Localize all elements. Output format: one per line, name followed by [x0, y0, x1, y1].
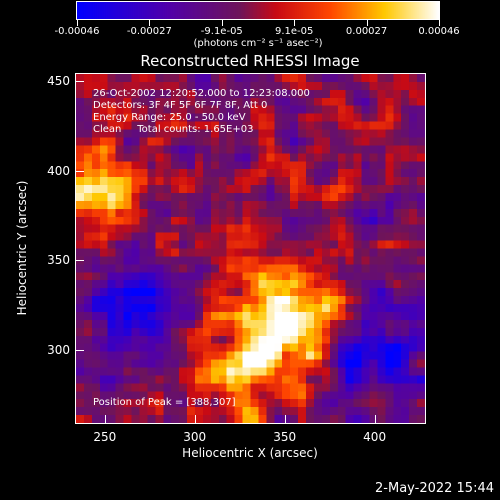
x-tick-mark	[284, 415, 286, 423]
colorbar-unit: (photons cm⁻² s⁻¹ asec⁻²)	[193, 38, 323, 49]
y-axis-label: Heliocentric Y (arcsec)	[15, 180, 29, 316]
info-clean: Clean Total counts: 1.65E+03	[93, 124, 254, 135]
y-tick-label: 450	[47, 74, 70, 89]
y-tick-mark	[76, 260, 84, 262]
heatmap-image	[76, 74, 425, 423]
colorbar-tick-label: -0.00027	[126, 26, 172, 37]
y-tick-label: 400	[47, 163, 70, 178]
x-tick-mark	[194, 415, 196, 423]
info-detectors: Detectors: 3F 4F 5F 6F 7F 8F, Att 0	[93, 100, 268, 111]
chart-title: Reconstructed RHESSI Image	[140, 52, 360, 70]
timestamp-footer: 2-May-2022 15:44	[375, 481, 494, 496]
y-tick-label: 350	[47, 253, 70, 268]
x-tick-label: 400	[363, 430, 387, 444]
colorbar-tick	[439, 20, 440, 26]
colorbar-tick	[221, 20, 223, 26]
plot-frame	[75, 73, 426, 424]
colorbar-tick-label: -9.1e-05	[200, 26, 243, 37]
colorbar-tick-label: -0.00046	[54, 26, 100, 37]
info-energy: Energy Range: 25.0 - 50.0 keV	[93, 112, 246, 123]
x-tick-mark	[104, 415, 106, 423]
x-tick-label: 250	[93, 430, 117, 444]
x-tick-label: 350	[273, 430, 297, 444]
colorbar-tick-label: 0.00046	[418, 26, 460, 37]
x-axis-label: Heliocentric X (arcsec)	[182, 446, 318, 460]
x-tick-label: 300	[183, 430, 207, 444]
colorbar-tick	[77, 20, 78, 26]
y-tick-mark	[76, 81, 84, 83]
colorbar-tick-label: 0.00027	[345, 26, 388, 37]
y-tick-label: 300	[47, 342, 70, 357]
y-tick-mark	[76, 170, 84, 172]
info-peak: Position of Peak = [388,307]	[93, 397, 236, 408]
colorbar-tick	[366, 20, 368, 26]
colorbar-tick	[294, 20, 296, 26]
colorbar	[76, 1, 440, 20]
y-tick-mark	[76, 349, 84, 351]
x-tick-mark	[374, 415, 376, 423]
colorbar-tick	[149, 20, 151, 26]
info-time: 26-Oct-2002 12:20:52.000 to 12:23:08.000	[93, 88, 310, 99]
colorbar-tick-label: 9.1e-05	[274, 26, 314, 37]
